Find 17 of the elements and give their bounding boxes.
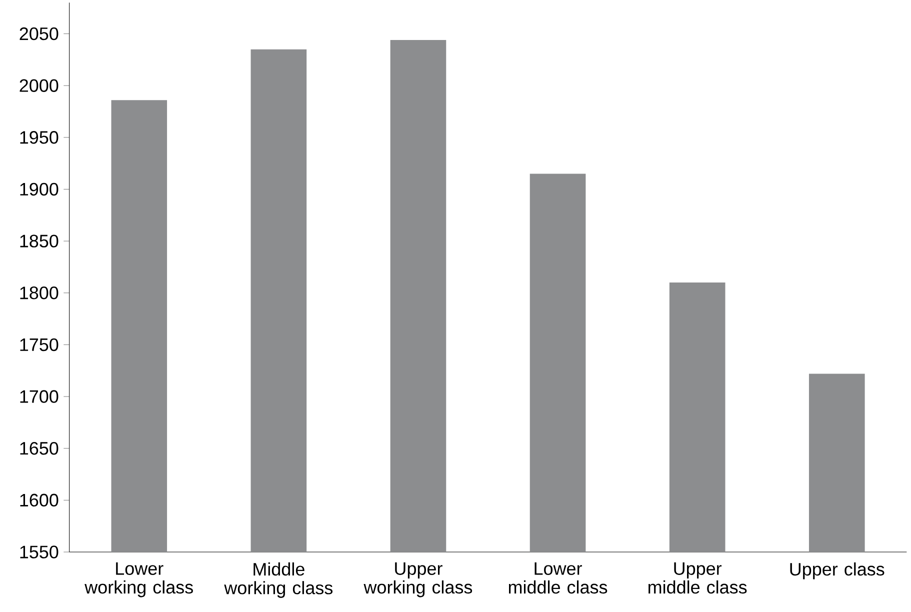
y-tick-label: 1950: [20, 131, 58, 144]
y-tick-label: 1650: [20, 442, 58, 455]
y-tick-label: 1900: [20, 182, 58, 196]
y-tick-label: 1700: [20, 390, 58, 403]
y-tick-label: 1750: [20, 338, 58, 352]
x-tick-label: Upper working class: [364, 562, 472, 598]
x-tick-label: Lower middle class: [508, 562, 608, 594]
y-tick-label: 2000: [20, 79, 58, 92]
x-tick-label: Upper middle class: [648, 562, 747, 594]
y-tick-label: 1550: [20, 546, 58, 558]
y-tick-label: 1600: [20, 494, 58, 507]
y-tick-label: 1850: [20, 234, 58, 248]
y-tick-label: 1800: [20, 286, 58, 300]
y-tick-label: 2050: [20, 27, 58, 40]
x-tick-label: Middle working class: [224, 562, 333, 598]
x-tick-label: Upper class: [790, 562, 884, 580]
x-tick-label: Lower working class: [84, 562, 193, 598]
